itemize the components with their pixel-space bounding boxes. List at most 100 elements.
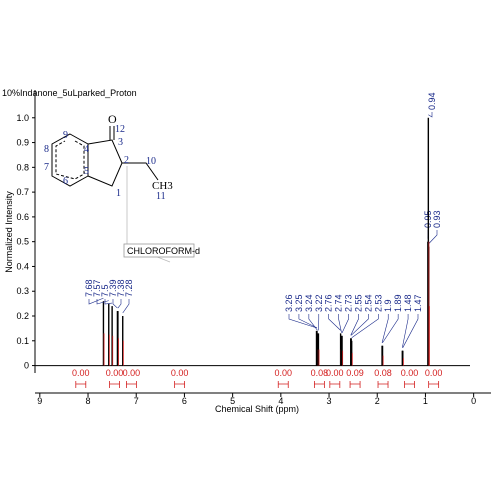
y-tick-label: 0.2	[16, 311, 29, 321]
peak-leader	[122, 299, 130, 314]
atom-label: 11	[156, 191, 166, 202]
peak-label: 7.57	[92, 279, 102, 297]
peak-leader	[341, 314, 349, 333]
five-ring	[87, 139, 123, 187]
atom-label: 9	[63, 130, 68, 141]
peak-label: 0.94	[427, 92, 437, 110]
y-tick-label: 0.7	[16, 187, 29, 197]
peak-label: 2.53	[373, 294, 383, 312]
y-tick-label: 0.6	[16, 212, 29, 222]
atom-label: 1	[116, 188, 121, 199]
x-axis-title: Chemical Shift (ppm)	[215, 404, 299, 414]
atom-label: 8	[44, 144, 49, 155]
peak-label: 7.68	[84, 279, 94, 297]
x-tick-label: 8	[86, 396, 91, 406]
integral-label: 0.00	[106, 368, 124, 378]
atom-label: 4	[84, 144, 89, 155]
y-tick-label: 0.3	[16, 286, 29, 296]
integral-bracket	[349, 381, 361, 388]
y-tick-label: 1.0	[16, 113, 29, 123]
x-tick-label: 2	[375, 396, 380, 406]
chart-title: 10%Indanone_5uLparked_Proton	[2, 88, 137, 98]
peak-leader	[104, 299, 113, 305]
peak-leader	[308, 314, 318, 331]
integral-bracket	[75, 381, 87, 388]
peak-leader	[88, 297, 104, 305]
integral-bracket	[428, 381, 440, 388]
peak-label: 3.24	[304, 294, 314, 312]
integral-bracket	[313, 381, 325, 388]
structure	[51, 126, 159, 187]
benzene-ring	[51, 133, 89, 187]
atom-label: CH3	[152, 180, 173, 192]
aromatic-bonds	[55, 140, 85, 180]
x-tick-label: 0	[471, 396, 476, 406]
peak-leader	[351, 314, 379, 339]
peak-label: 0.93	[432, 210, 442, 228]
ethyl-bonds	[122, 162, 159, 181]
y-axis-title: Normalized Intensity	[4, 191, 14, 273]
atom-label: 2	[124, 155, 129, 166]
integral-bracket	[329, 381, 341, 388]
atom-label: 12	[115, 124, 125, 135]
peak-label: 2.76	[324, 294, 334, 312]
integral-bracket	[174, 381, 186, 388]
x-tick-label: 9	[37, 396, 42, 406]
x-tick-label: 3	[327, 396, 332, 406]
peak-leader	[428, 112, 433, 118]
peak-label: 2.74	[334, 294, 344, 312]
integral-label: 0.00	[425, 368, 443, 378]
peak-label: 1.89	[393, 294, 403, 312]
y-tick-label: 0.1	[16, 336, 29, 346]
peak-leader	[117, 299, 122, 309]
peak-label: 2.54	[363, 294, 373, 312]
integral-label: 0.00	[72, 368, 90, 378]
integral-label: 0.00	[123, 368, 141, 378]
atom-label: O	[108, 112, 117, 126]
atom-label: 5	[84, 166, 89, 177]
peak-label: 2.73	[344, 294, 354, 312]
peak-leader	[381, 314, 389, 343]
peak-leader	[338, 314, 342, 333]
peak-leader	[428, 230, 438, 244]
integral-label: 0.00	[401, 368, 419, 378]
x-tick-label: 5	[230, 396, 235, 406]
peak-leader	[298, 314, 318, 329]
peak-label: 7.5	[100, 284, 110, 297]
integral-label: 0.09	[346, 368, 364, 378]
peak-label: 7.38	[116, 279, 126, 297]
peak-leader	[288, 314, 317, 329]
peak-leader	[382, 314, 399, 343]
peak-leader	[402, 314, 409, 348]
peak-label: 3.25	[294, 294, 304, 312]
x-tick-label: 7	[134, 396, 139, 406]
peak-label: 7.28	[124, 279, 134, 297]
annotation-box	[123, 243, 195, 258]
x-tick-label: 1	[423, 396, 428, 406]
y-tick-label: 0.8	[16, 162, 29, 172]
atom-label: 3	[118, 137, 123, 148]
peak-label: 1.9	[383, 299, 393, 312]
integral-label: 0.00	[274, 368, 292, 378]
y-tick-label: 0.5	[16, 237, 29, 247]
integral-label: 0.08	[374, 368, 392, 378]
integral-label: 0.08	[311, 368, 329, 378]
integral-bracket	[109, 381, 120, 388]
annotation: CHLOROFORM-d	[127, 246, 200, 256]
y-tick-label: 0	[24, 361, 29, 371]
x-tick-label: 6	[182, 396, 187, 406]
peak-leader	[112, 299, 118, 309]
peak-label: 3.26	[284, 294, 294, 312]
peak-leader	[328, 314, 341, 331]
peak-label: 1.48	[403, 294, 413, 312]
x-tick-label: 4	[278, 396, 283, 406]
peak-label: 1.47	[413, 294, 423, 312]
atom-label: 10	[146, 156, 156, 167]
peak-label: 2.55	[353, 294, 363, 312]
integral-bracket	[277, 381, 289, 388]
integral-label: 0.00	[326, 368, 344, 378]
y-tick-label: 0.9	[16, 138, 29, 148]
atom-label: 7	[44, 162, 49, 173]
integral-label: 0.00	[171, 368, 189, 378]
peak-label: 7.39	[108, 279, 118, 297]
